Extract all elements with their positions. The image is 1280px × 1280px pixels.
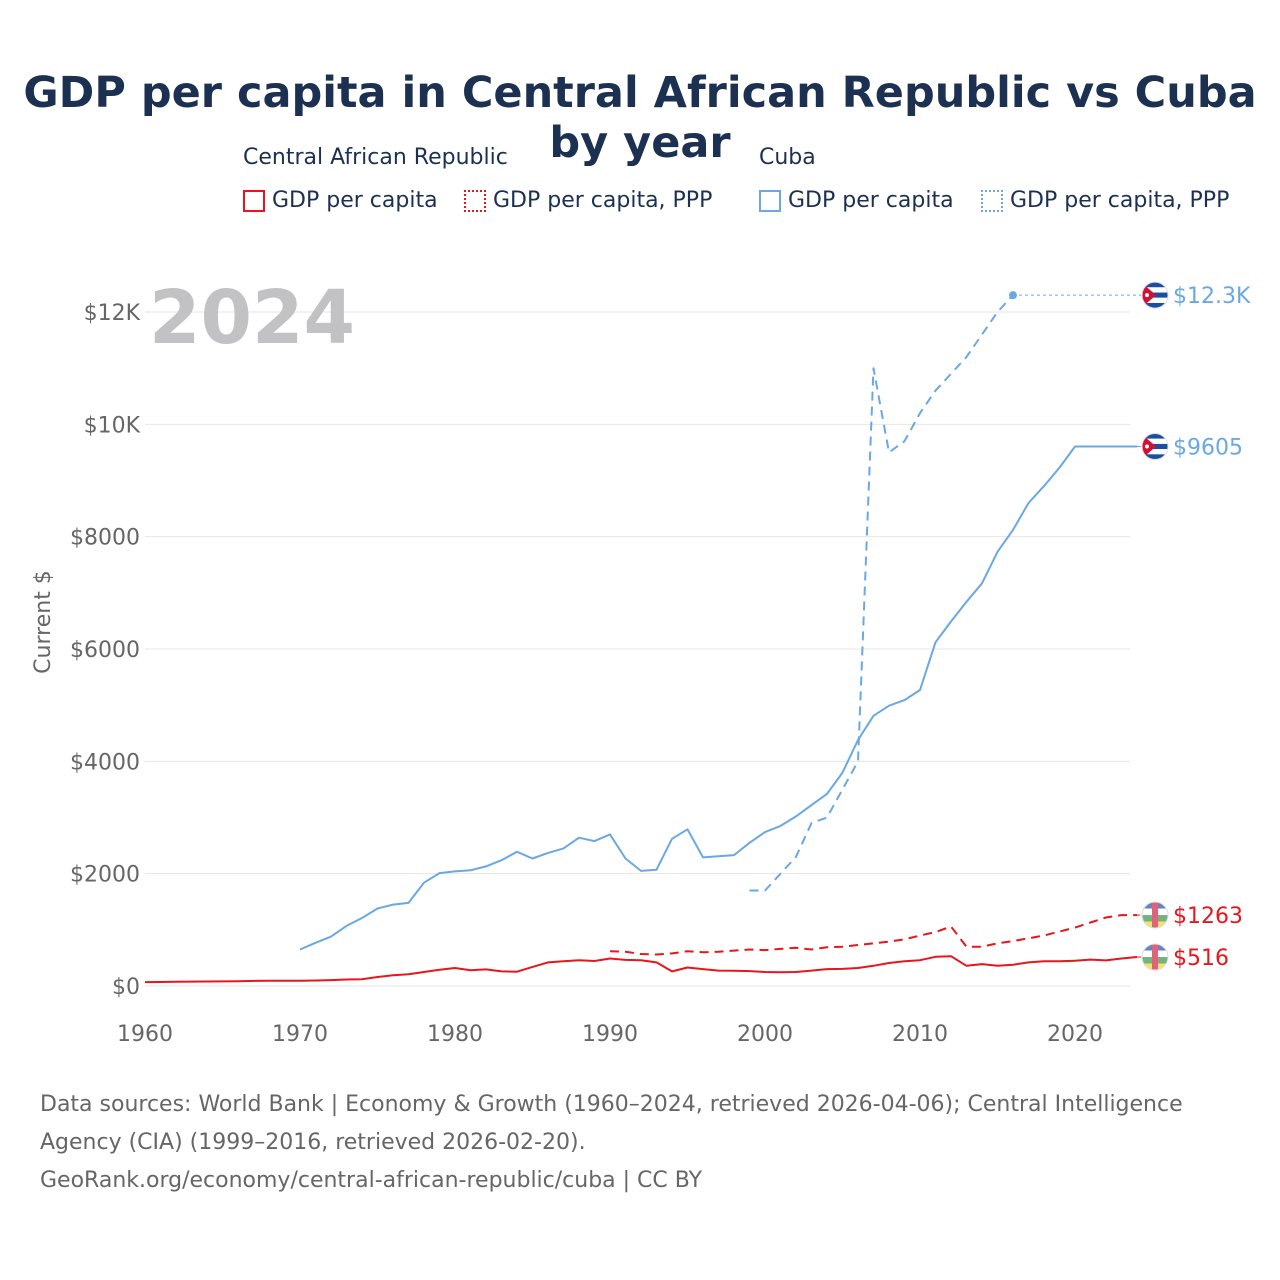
y-tick-label: $6000	[70, 638, 140, 663]
legend-label: GDP per capita, PPP	[1010, 188, 1230, 213]
legend-group-car: Central African Republic	[243, 145, 508, 170]
x-axis-ticks: 1960 1970 1980 1990 2000 2010 2020	[117, 1022, 1103, 1047]
y-axis-label: Current $	[31, 570, 56, 674]
flag-icon	[1141, 943, 1169, 971]
y-tick-label: $12K	[84, 301, 141, 326]
x-tick-label: 1990	[582, 1022, 638, 1047]
flag-icon	[1141, 281, 1169, 309]
y-tick-label: $10K	[84, 413, 141, 438]
legend-label: GDP per capita, PPP	[493, 188, 713, 213]
year-watermark: 2024	[149, 275, 355, 361]
x-tick-label: 2010	[892, 1022, 948, 1047]
flag-icon	[1141, 901, 1169, 929]
series-lines	[144, 291, 1141, 984]
legend-swatch-car-dotted	[464, 189, 486, 212]
legend-item-cuba-gdp-ppp[interactable]: GDP per capita, PPP	[981, 188, 1229, 213]
series-end-label: $12.3K	[1173, 284, 1251, 309]
series-line-3[interactable]	[609, 914, 1137, 956]
legend-swatch-car-solid	[243, 189, 265, 212]
legend-swatch-cuba-solid	[759, 189, 781, 212]
series-line-0[interactable]	[299, 445, 1137, 951]
series-end-label: $516	[1173, 946, 1229, 971]
y-tick-label: $4000	[70, 750, 140, 775]
legend-item-cuba-gdp[interactable]: GDP per capita	[759, 188, 954, 213]
chart-title: GDP per capita in Central African Republ…	[23, 68, 1257, 168]
y-axis-ticks: $0 $2000 $4000 $6000 $8000 $10K $12K	[70, 301, 141, 1000]
x-tick-label: 2000	[737, 1022, 793, 1047]
footer-line-1: Data sources: World Bank | Economy & Gro…	[40, 1092, 1183, 1117]
footer-line-3[interactable]: GeoRank.org/economy/central-african-repu…	[40, 1168, 703, 1193]
legend-swatch-cuba-dotted	[981, 189, 1003, 212]
series-line-1[interactable]	[749, 294, 1014, 892]
x-tick-label: 2020	[1047, 1022, 1103, 1047]
y-tick-label: $8000	[70, 526, 140, 551]
grid-lines	[145, 311, 1130, 987]
legend-label: GDP per capita	[272, 188, 438, 213]
series-end-labels: $9605 $12.3K $516 $1263	[1141, 281, 1251, 971]
footer-sources: Data sources: World Bank | Economy & Gro…	[40, 1086, 1240, 1200]
legend-item-car-gdp-ppp[interactable]: GDP per capita, PPP	[464, 188, 712, 213]
y-tick-label: $0	[112, 975, 140, 1000]
last-point-dot	[1009, 291, 1017, 300]
legend-label: GDP per capita	[788, 188, 954, 213]
x-tick-label: 1980	[427, 1022, 483, 1047]
series-end-label: $1263	[1173, 904, 1243, 929]
x-tick-label: 1970	[272, 1022, 328, 1047]
flag-icon	[1141, 433, 1169, 461]
legend-item-car-gdp[interactable]: GDP per capita	[243, 188, 438, 213]
footer-line-2: Agency (CIA) (1999–2016, retrieved 2026-…	[40, 1130, 586, 1155]
y-tick-label: $2000	[70, 863, 140, 888]
x-tick-label: 1960	[117, 1022, 173, 1047]
legend-group-cuba: Cuba	[759, 145, 816, 170]
series-line-2[interactable]	[144, 955, 1138, 984]
series-end-label: $9605	[1173, 436, 1243, 461]
